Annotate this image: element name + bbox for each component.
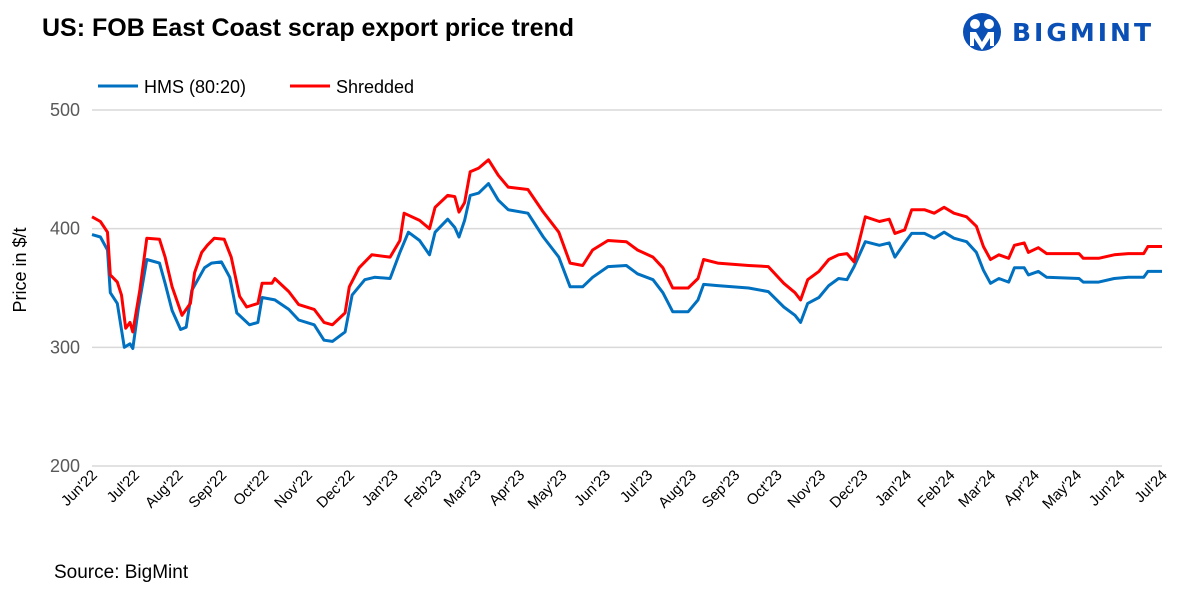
x-tick-label: May'24 (1039, 467, 1085, 513)
bigmint-logo-text: BIGMINT (1012, 17, 1155, 47)
y-tick-label: 500 (50, 100, 80, 120)
x-tick-label: Dec'22 (313, 467, 358, 512)
source-note: Source: BigMint (54, 562, 189, 583)
legend-label-hms: HMS (80:20) (144, 77, 246, 97)
x-tick-label: Jul'23 (617, 467, 656, 506)
series-line-hms (91, 182, 1162, 350)
y-tick-label: 400 (50, 219, 80, 239)
x-tick-label: Aug'22 (142, 467, 187, 512)
x-tick-label: Oct'22 (230, 467, 272, 509)
x-tick-label: Apr'24 (1001, 467, 1043, 509)
legend: HMS (80:20) Shredded (98, 77, 414, 97)
x-tick-label: Oct'23 (743, 467, 785, 509)
x-tick-label: Jun'23 (571, 467, 614, 510)
series-line-shredded (91, 158, 1162, 334)
x-tick-label: Jan'23 (359, 467, 402, 510)
x-tick-label: Sep'23 (699, 467, 744, 512)
x-tick-label: Sep'22 (185, 467, 230, 512)
x-tick-label: Mar'23 (441, 467, 485, 511)
bigmint-logo-icon (963, 13, 1001, 51)
x-tick-label: Aug'23 (655, 467, 700, 512)
y-axis-label: Price in $/t (10, 227, 30, 312)
x-tick-label: Feb'23 (401, 467, 445, 511)
x-tick-label: Nov'23 (784, 467, 829, 512)
y-axis-ticks: 200 300 400 500 (50, 100, 80, 476)
y-tick-label: 200 (50, 456, 80, 476)
x-tick-label: Jul'22 (104, 467, 143, 506)
x-tick-label: Jul'24 (1131, 467, 1170, 506)
x-tick-label: Apr'23 (486, 467, 528, 509)
series-lines (91, 158, 1162, 350)
x-tick-label: Dec'23 (827, 467, 872, 512)
gridlines (92, 109, 1162, 467)
y-tick-label: 300 (50, 337, 80, 357)
x-tick-label: Jan'24 (872, 467, 915, 510)
x-tick-label: Feb'24 (914, 467, 958, 511)
x-tick-label: Nov'22 (271, 467, 316, 512)
x-tick-label: May'23 (525, 467, 571, 513)
bigmint-logo: BIGMINT (962, 12, 1154, 52)
x-tick-label: Jun'24 (1086, 467, 1129, 510)
x-tick-label: Mar'24 (955, 467, 999, 511)
legend-label-shredded: Shredded (336, 77, 414, 97)
chart-title: US: FOB East Coast scrap export price tr… (42, 14, 575, 42)
